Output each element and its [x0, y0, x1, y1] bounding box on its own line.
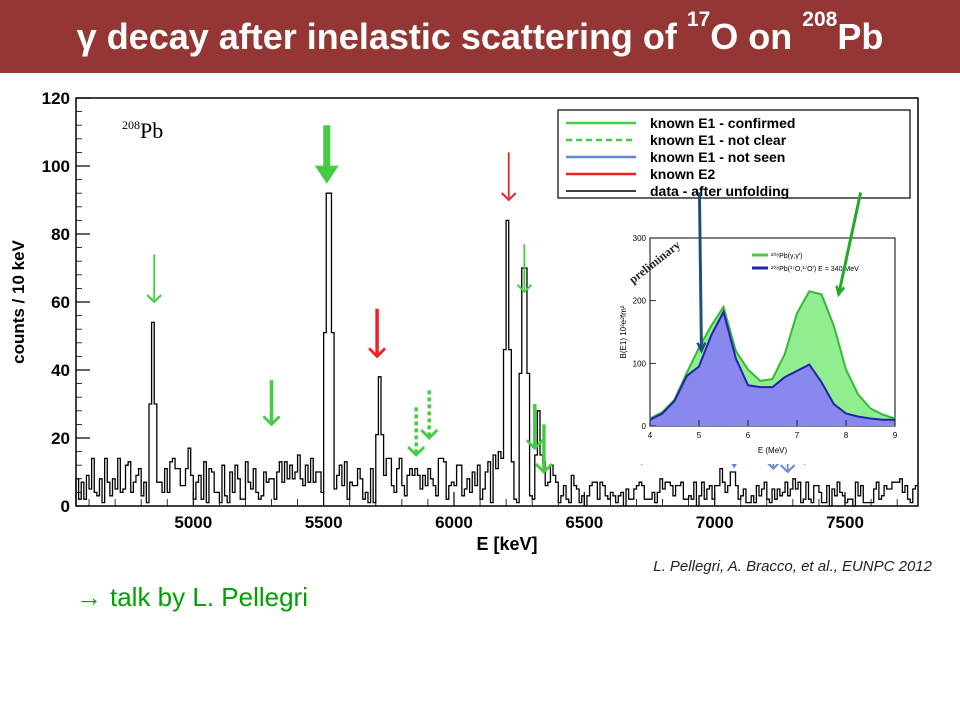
inset-x-tick-label: 9	[893, 431, 898, 440]
y-tick-label: 80	[51, 225, 70, 244]
panel-label: 208Pb	[122, 118, 163, 143]
inset-y-tick-label: 100	[633, 359, 647, 368]
series-gamma-line	[649, 290, 896, 420]
inset-legend-label: ²⁰⁸Pb(¹⁷O,¹⁷O') E = 340 MeV	[771, 265, 859, 273]
x-tick-label: 7500	[826, 513, 864, 532]
inset-arrow-shaft	[697, 192, 703, 351]
arrow-head	[779, 464, 796, 474]
arrow-head	[534, 463, 553, 474]
talk-reference: → talk by L. Pellegri	[76, 582, 308, 613]
inset-arrow-shaft	[837, 192, 863, 295]
title-part3: Pb	[837, 16, 884, 57]
x-axis-label: E [keV]	[476, 534, 537, 554]
x-tick-label: 5000	[174, 513, 212, 532]
legend-label: known E1 - confirmed	[650, 115, 795, 131]
arrow-e2-6	[501, 152, 517, 202]
arrow-not_clear-4	[407, 407, 426, 457]
arrow-head	[516, 284, 533, 294]
title-part1: decay after inelastic scattering of	[96, 16, 687, 57]
x-tick-label: 7000	[696, 513, 734, 532]
inset-x-axis-label: E (MeV)	[758, 446, 788, 455]
legend-box	[557, 109, 911, 199]
arrow-confirmed-8	[525, 404, 544, 451]
y-axis-label: counts / 10 keV	[9, 239, 28, 363]
inset-legend-label: ²⁰⁸Pb(γ,γ')	[771, 252, 803, 260]
arrow-confirmed-0	[146, 254, 162, 304]
inset-x-tick-label: 7	[795, 431, 800, 440]
citation: L. Pellegri, A. Bracco, et al., EUNPC 20…	[653, 558, 932, 575]
inset-arrow-0	[696, 192, 707, 354]
title-part2: O on	[710, 16, 803, 57]
y-tick-label: 120	[42, 89, 70, 108]
arrow-head	[501, 192, 517, 202]
arrow-head	[262, 415, 281, 427]
arrow-confirmed-7	[516, 244, 533, 294]
inset-x-tick-label: 5	[697, 431, 702, 440]
inset-arrow-1	[835, 192, 863, 298]
data-histogram	[75, 192, 918, 507]
y-tick-label: 0	[61, 497, 70, 516]
inset-y-tick-label: 200	[633, 297, 647, 306]
legend-label: known E1 - not seen	[650, 149, 785, 165]
arrow-head	[368, 347, 387, 359]
arrow-confirmed-2	[314, 125, 339, 184]
y-tick-label: 60	[51, 293, 70, 312]
arrow-head	[420, 429, 439, 440]
arrow-confirmed-9	[534, 424, 553, 474]
arrow-head	[146, 294, 162, 304]
y-tick-label: 20	[51, 429, 70, 448]
title-bar	[0, 0, 960, 73]
inset-y-tick-label: 300	[633, 234, 647, 243]
title-sup-208: 208	[802, 8, 838, 31]
title-gamma: γ	[76, 16, 97, 57]
y-tick-label: 40	[51, 361, 70, 380]
x-tick-label: 6500	[565, 513, 603, 532]
inset-x-tick-label: 8	[844, 431, 849, 440]
arrow-head	[525, 439, 544, 451]
legend-label: known E2	[650, 166, 716, 182]
series-oxygen-area	[650, 311, 895, 426]
arrow-head	[407, 446, 426, 457]
slide-title: γ decay after inelastic scattering of 17…	[0, 0, 960, 73]
legend-label: known E1 - not clear	[650, 132, 787, 148]
talk-text: talk by L. Pellegri	[110, 582, 308, 612]
x-tick-label: 6000	[435, 513, 473, 532]
inset-arrow-head	[696, 342, 707, 354]
arrow-not_clear-5	[420, 390, 439, 440]
inset-plot: 0 100 200 300 4 5 6 7 8 9 E (MeV) B(E1) 10³e²fm² ²⁰⁸…	[608, 192, 910, 464]
inset-x-tick-label: 6	[746, 431, 751, 440]
inset-x-tick-label: 4	[648, 431, 653, 440]
legend-label: data - after unfolding	[650, 183, 789, 199]
inset-y-axis-label: B(E1) 10³e²fm²	[619, 305, 628, 358]
arrow-confirmed-1	[262, 380, 281, 427]
inset-y-tick-label: 0	[642, 422, 647, 431]
inset-arrow-head	[835, 285, 846, 298]
y-tick-label: 100	[42, 157, 70, 176]
talk-arrow-icon: →	[76, 582, 102, 612]
series-oxygen-line	[649, 309, 895, 421]
title-sup-17: 17	[686, 8, 711, 31]
x-tick-label: 5500	[305, 513, 343, 532]
arrow-e2-3	[368, 308, 387, 359]
arrow-head	[314, 165, 339, 184]
